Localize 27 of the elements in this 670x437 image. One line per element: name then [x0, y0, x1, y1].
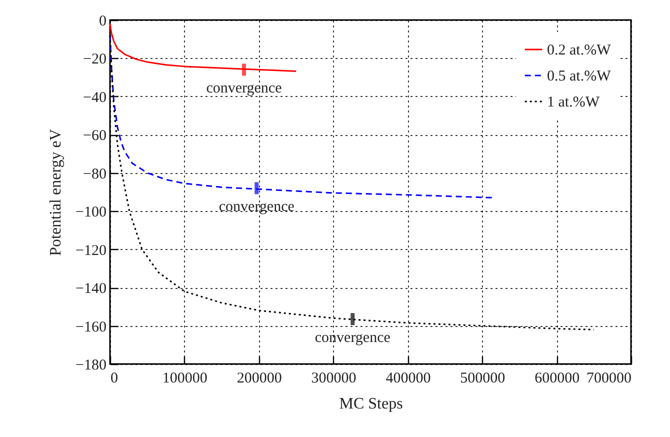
x-tick-label: 0	[110, 370, 118, 386]
annotation: convergence	[206, 80, 282, 97]
annotation: convergence	[218, 199, 295, 216]
annotation: convergence	[314, 330, 391, 346]
y-tick-label: −140	[76, 281, 106, 298]
y-tick-label: −160	[76, 319, 106, 336]
y-tick-label: −100	[76, 204, 106, 221]
x-tick-label: 400000	[386, 370, 431, 386]
x-tick-label: 100000	[162, 370, 208, 386]
y-tick-label: −40	[83, 90, 106, 106]
y-tick-label: −120	[76, 242, 106, 259]
y-tick-label: −60	[83, 128, 106, 144]
x-axis-title: MC Steps	[339, 396, 403, 412]
legend-label: 1 at.%W	[547, 94, 600, 110]
y-tick-label: −80	[83, 166, 106, 182]
x-tick-label: 600000	[534, 370, 580, 386]
line-series	[109, 34, 494, 198]
y-tick-label: 0	[99, 14, 106, 30]
legend-label: 0.5 at.%W	[547, 68, 612, 84]
y-tick-label: −20	[83, 52, 106, 68]
x-tick-label: 200000	[236, 370, 282, 386]
x-tick-label: 300000	[311, 370, 356, 386]
x-tick-label: 700000	[586, 370, 632, 386]
y-tick-label: −180	[76, 358, 106, 374]
y-axis-title: Potential energy eV	[48, 128, 65, 256]
x-tick-label: 500000	[460, 370, 506, 386]
legend-label: 0.2 at.%W	[547, 42, 612, 58]
